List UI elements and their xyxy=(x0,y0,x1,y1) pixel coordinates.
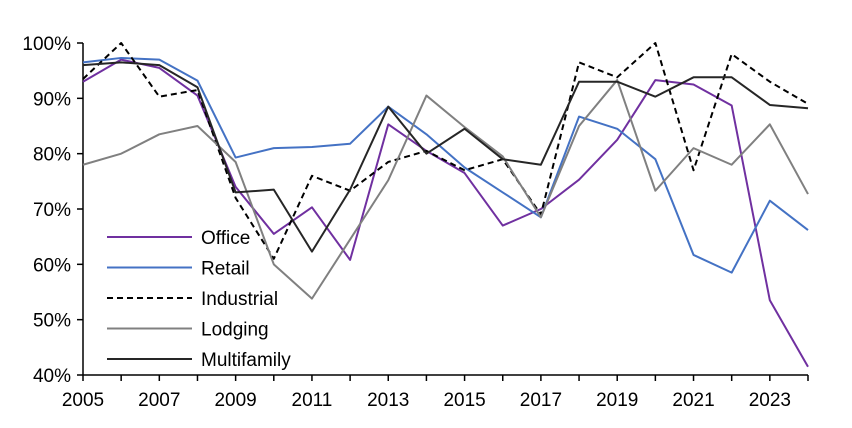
legend-label: Industrial xyxy=(201,289,278,310)
series-line-multifamily xyxy=(82,61,809,253)
legend-item-lodging: Lodging xyxy=(107,320,269,341)
x-tick-label: 2005 xyxy=(62,390,104,411)
x-axis: 2005 2007 2009 2011 2013 2015 2017 2019 2021 2023 xyxy=(62,374,809,411)
x-tick-label: 2011 xyxy=(292,390,333,411)
y-tick-label: 40% xyxy=(33,366,71,387)
legend-label: Retail xyxy=(201,259,250,280)
legend: Office Retail Industrial Lodging Multifamily xyxy=(107,228,291,371)
legend-label: Multifamily xyxy=(201,350,291,371)
series-line-office xyxy=(82,58,809,368)
legend-item-retail: Retail xyxy=(107,259,250,280)
x-tick-label: 2013 xyxy=(367,390,409,411)
y-tick-label: 80% xyxy=(33,145,71,166)
legend-item-industrial: Industrial xyxy=(107,289,278,310)
x-tick-label: 2015 xyxy=(443,390,485,411)
x-tick-label: 2023 xyxy=(749,390,791,411)
series-lines xyxy=(82,42,809,368)
y-tick-label: 60% xyxy=(33,255,71,276)
series-line-industrial xyxy=(82,42,809,260)
x-tick-label: 2007 xyxy=(138,390,180,411)
series-line-retail xyxy=(82,56,809,274)
x-tick-label: 2009 xyxy=(214,390,256,411)
x-tick-label: 2017 xyxy=(520,390,562,411)
y-tick-label: 90% xyxy=(33,89,71,110)
legend-item-office: Office xyxy=(107,228,250,249)
legend-label: Office xyxy=(201,228,250,249)
legend-item-multifamily: Multifamily xyxy=(107,350,291,371)
x-tick-label: 2019 xyxy=(596,390,638,411)
y-tick-label: 50% xyxy=(33,311,71,332)
legend-label: Lodging xyxy=(201,320,269,341)
y-axis: 100% 90% 80% 70% 60% 50% 40% xyxy=(22,34,84,387)
series-line-lodging xyxy=(82,79,809,300)
x-tick-label: 2021 xyxy=(672,390,714,411)
y-tick-label: 100% xyxy=(22,34,71,55)
y-tick-label: 70% xyxy=(33,200,71,221)
